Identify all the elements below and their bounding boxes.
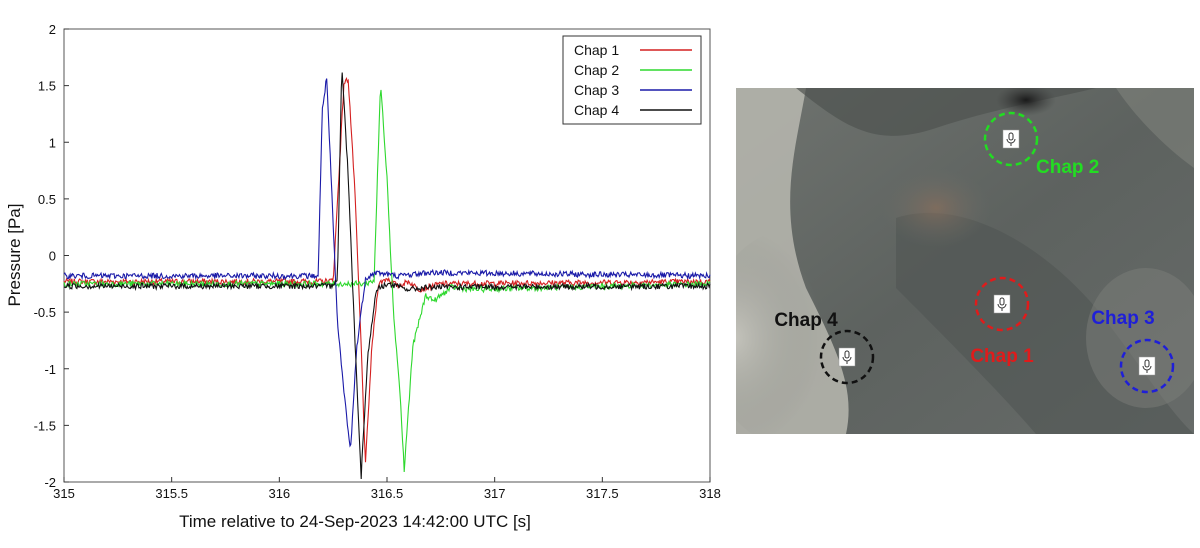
site-1: Chap 1 <box>970 276 1034 367</box>
site-2: Chap 2 <box>983 111 1099 178</box>
x-tick-label: 317 <box>484 486 506 501</box>
microphone-icon <box>838 347 856 367</box>
light-rock-patch <box>706 228 886 448</box>
legend-label: Chap 2 <box>574 62 619 78</box>
y-axis-label: Pressure [Pa] <box>5 204 24 307</box>
site-circle <box>983 111 1039 167</box>
series-line-3 <box>63 78 711 448</box>
x-tick-label: 318 <box>699 486 721 501</box>
aerial-photo: Chap 1 Chap 2 Chap 3 Chap 4 <box>706 84 1200 448</box>
microphone-icon <box>1138 356 1156 376</box>
site-circle <box>1119 338 1175 394</box>
legend-label: Chap 1 <box>574 42 619 58</box>
series-lines <box>63 72 711 480</box>
series-line-4 <box>63 72 711 480</box>
y-tick-label: -1.5 <box>34 418 56 433</box>
microphone-icon <box>1002 129 1020 149</box>
y-tick-label: -0.5 <box>34 305 56 320</box>
right-top-patch <box>1116 88 1194 168</box>
series-line-2 <box>63 89 711 473</box>
site-label: Chap 4 <box>774 310 838 331</box>
chart-legend: Chap 1 Chap 2 Chap 3 Chap 4 <box>562 35 702 125</box>
site-3: Chap 3 <box>1091 308 1175 394</box>
site-circle <box>974 276 1030 332</box>
y-tick-label: 0 <box>49 249 56 264</box>
brown-patch <box>881 168 991 248</box>
legend-label: Chap 3 <box>574 82 619 98</box>
pressure-chart: 315 315.5 316 316.5 317 317.5 318 2 1.5 1 0.5 0 -0.5… <box>5 22 721 531</box>
dark-vent <box>996 84 1056 116</box>
microphone-icon <box>993 294 1011 314</box>
y-tick-label: -2 <box>44 475 56 490</box>
legend-label: Chap 4 <box>574 102 619 118</box>
y-tick-label: 0.5 <box>38 192 56 207</box>
x-tick-label: 315 <box>53 486 75 501</box>
site-label: Chap 2 <box>1036 157 1099 178</box>
axis-ticks: 315 315.5 316 316.5 317 317.5 318 2 1.5 1 0.5 0 -0.5… <box>34 22 721 501</box>
mic-sites: Chap 1 Chap 2 Chap 3 Chap 4 <box>774 111 1175 394</box>
chart-canvas: 315 315.5 316 316.5 317 317.5 318 2 1.5 1 0.5 0 -0.5… <box>5 22 721 531</box>
swirl-patch <box>1086 268 1200 408</box>
photo-canvas: Chap 1 Chap 2 Chap 3 Chap 4 <box>706 84 1200 448</box>
y-tick-label: 2 <box>49 22 56 37</box>
site-label: Chap 1 <box>970 346 1034 367</box>
y-tick-label: 1 <box>49 135 56 150</box>
site-label: Chap 3 <box>1091 308 1154 329</box>
y-tick-label: 1.5 <box>38 79 56 94</box>
x-tick-label: 317.5 <box>586 486 619 501</box>
y-tick-label: -1 <box>44 362 56 377</box>
x-tick-label: 315.5 <box>155 486 188 501</box>
site-circle <box>819 329 875 385</box>
x-axis-label: Time relative to 24-Sep-2023 14:42:00 UT… <box>179 512 531 531</box>
x-tick-label: 316 <box>268 486 290 501</box>
x-tick-label: 316.5 <box>371 486 404 501</box>
site-4: Chap 4 <box>774 310 875 385</box>
